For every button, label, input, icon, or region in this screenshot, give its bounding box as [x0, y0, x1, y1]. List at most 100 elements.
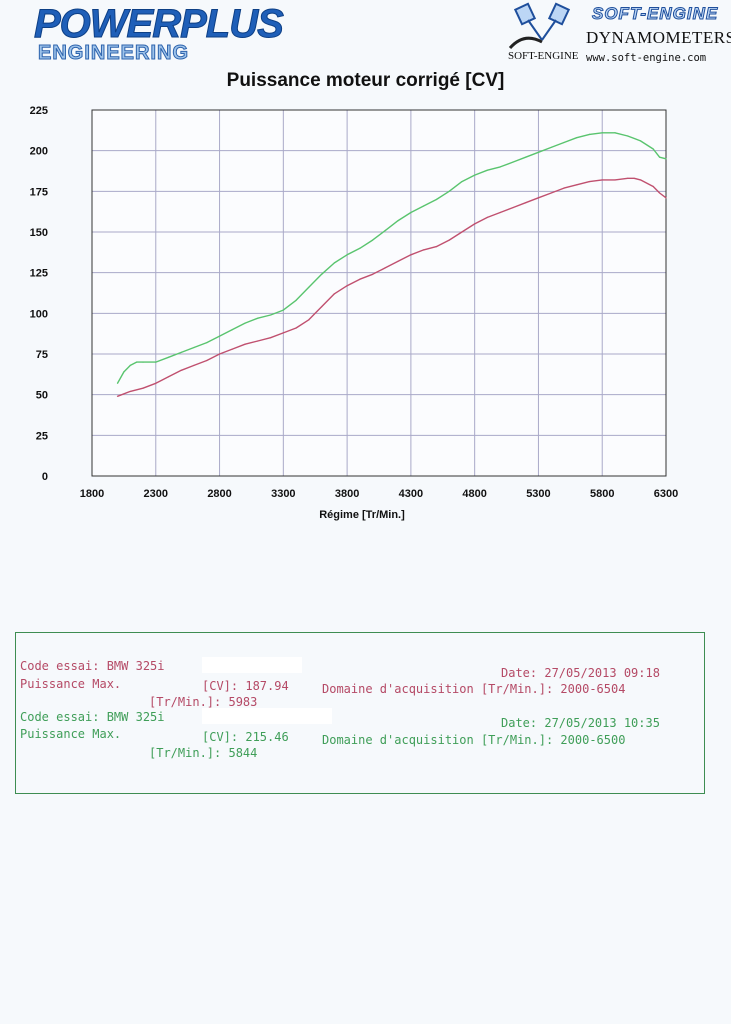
data-point-series-1: [461, 180, 463, 183]
data-point-series-1: [614, 132, 616, 134]
data-point-series-1: [384, 229, 386, 231]
x-tick-label: 3300: [271, 488, 295, 500]
data-point-series-2: [410, 254, 412, 256]
data-point-series-1: [423, 205, 425, 207]
chart-title: Puissance moteur corrigé [CV]: [226, 70, 505, 91]
data-point-series-2: [231, 348, 233, 350]
data-point-series-2: [588, 180, 591, 183]
data-point-series-2: [372, 273, 374, 275]
series-line-2: [117, 177, 667, 397]
run1-rpm-value: 5983: [228, 695, 258, 709]
data-point-series-2: [384, 267, 386, 269]
data-point-series-2: [461, 231, 463, 233]
data-point-series-2: [474, 223, 476, 225]
run1-code-line: Code essai: BMW 325i: [20, 659, 165, 673]
plot-area: [92, 110, 666, 476]
data-point-series-1: [123, 371, 125, 373]
data-point-series-2: [269, 337, 272, 339]
soft-engine-logo: SOFT-ENGINE DYNAMOMETERS SOFT-ENGINE www…: [500, 0, 731, 70]
data-point-series-1: [537, 151, 540, 153]
run2-rpm-line: [Tr/Min.]: 5844: [149, 746, 257, 760]
run2-domaine-label: Domaine d'acquisition [Tr/Min.]:: [322, 733, 561, 747]
data-point-series-2: [576, 184, 578, 186]
data-point-series-1: [512, 161, 514, 163]
y-tick-label: 150: [30, 227, 48, 239]
data-point-series-1: [155, 361, 157, 363]
data-point-series-1: [308, 286, 310, 288]
run2-date-line: Date: 27/05/2013 10:35: [501, 716, 660, 730]
data-point-series-2: [633, 177, 635, 179]
data-point-series-1: [346, 254, 348, 256]
data-point-series-2: [359, 278, 361, 280]
data-point-series-1: [665, 158, 667, 160]
x-tick-label: 5800: [590, 488, 614, 500]
run1-domaine-value: 2000-6504: [560, 682, 626, 696]
run1-redaction: [202, 657, 302, 673]
run2-cv-value: 215.46: [245, 730, 289, 744]
data-point-series-2: [601, 179, 603, 181]
data-point-series-2: [116, 395, 119, 397]
data-point-series-1: [601, 132, 603, 134]
data-point-series-2: [665, 197, 667, 199]
run2-rpm-value: 5844: [228, 746, 258, 760]
data-point-series-1: [563, 141, 565, 144]
data-point-series-1: [295, 299, 297, 301]
data-point-series-2: [486, 216, 489, 218]
data-point-series-2: [639, 179, 642, 181]
dynamometers-text: DYNAMOMETERS: [586, 28, 731, 47]
x-tick-label: 6300: [654, 488, 678, 500]
data-point-series-1: [486, 169, 489, 171]
data-point-series-2: [155, 382, 157, 384]
x-tick-label: 2800: [207, 488, 231, 500]
x-tick-label: 2300: [144, 488, 168, 500]
data-point-series-1: [410, 211, 412, 214]
soft-engine-title: SOFT-ENGINE: [591, 4, 719, 24]
run1-domaine-label: Domaine d'acquisition [Tr/Min.]:: [322, 682, 561, 696]
run2-date-label: Date:: [501, 716, 545, 730]
data-point-series-1: [180, 351, 182, 353]
data-point-series-2: [295, 327, 297, 329]
data-point-series-1: [627, 135, 629, 137]
data-point-series-2: [537, 197, 540, 199]
run1-cv-label: [CV]:: [202, 679, 246, 693]
data-point-series-1: [639, 140, 642, 142]
data-point-series-2: [257, 340, 259, 342]
data-point-series-2: [218, 353, 221, 355]
run1-date-value: 27/05/2013 09:18: [544, 666, 660, 680]
data-point-series-1: [372, 239, 374, 241]
run2-cv-label: [CV]:: [202, 730, 246, 744]
y-tick-label: 200: [30, 146, 48, 158]
data-point-series-1: [282, 309, 284, 311]
data-point-series-2: [321, 306, 323, 308]
data-point-series-1: [652, 148, 654, 150]
logo-powerplus-text: POWERPLUS: [34, 2, 285, 46]
run1-code-label: Code essai:: [20, 659, 107, 673]
run1-rpm-line: [Tr/Min.]: 5983: [149, 695, 257, 709]
run2-redaction: [202, 708, 332, 724]
y-tick-label: 175: [30, 186, 48, 198]
run2-rpm-label: [Tr/Min.]:: [149, 746, 229, 760]
y-tick-label: 225: [30, 105, 48, 117]
data-point-series-2: [206, 359, 208, 362]
data-point-series-1: [244, 322, 246, 324]
data-point-series-1: [550, 146, 552, 149]
data-point-series-1: [116, 382, 119, 384]
data-point-series-2: [308, 319, 310, 321]
run1-cv-line: [CV]: 187.94: [202, 679, 289, 693]
data-point-series-2: [282, 332, 284, 334]
data-point-series-2: [614, 179, 616, 181]
data-point-series-2: [525, 202, 527, 204]
y-tick-label: 125: [30, 268, 48, 280]
power-chart: 1800 2300 2800 3300 3800 4300 4800 5300 5800 6300…: [30, 105, 679, 521]
run2-code-label: Code essai:: [20, 710, 107, 724]
x-tick-label: 4300: [399, 488, 423, 500]
data-point-series-2: [627, 177, 629, 179]
run2-code-value: BMW 325i: [106, 710, 165, 724]
run1-date-line: Date: 27/05/2013 09:18: [501, 666, 660, 680]
run1-date-label: Date:: [501, 666, 545, 680]
test-info-box: Code essai: BMW 325i Date: 27/05/2013 09…: [15, 632, 705, 794]
run1-cv-value: 187.94: [245, 679, 289, 693]
data-point-series-1: [257, 317, 259, 319]
data-point-series-2: [448, 239, 450, 241]
data-point-series-1: [397, 220, 399, 222]
